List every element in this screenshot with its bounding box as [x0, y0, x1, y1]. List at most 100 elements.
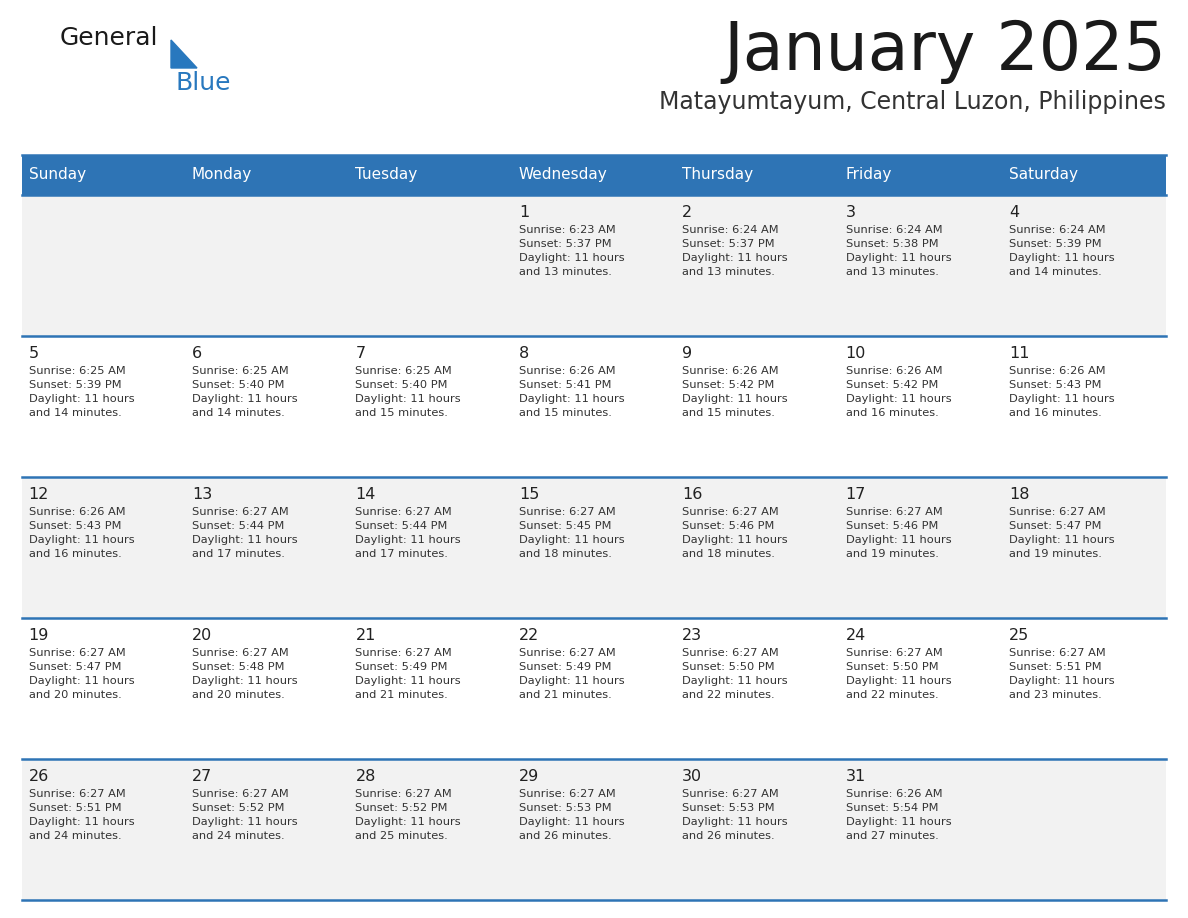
Text: 3: 3	[846, 205, 855, 220]
Bar	[185, 195, 349, 336]
Bar	[349, 618, 512, 759]
Bar	[839, 759, 1003, 900]
Text: Sunrise: 6:27 AM
Sunset: 5:49 PM
Daylight: 11 hours
and 21 minutes.: Sunrise: 6:27 AM Sunset: 5:49 PM Dayligh…	[355, 648, 461, 700]
Bar	[349, 477, 512, 618]
Text: Sunrise: 6:27 AM
Sunset: 5:52 PM
Daylight: 11 hours
and 25 minutes.: Sunrise: 6:27 AM Sunset: 5:52 PM Dayligh…	[355, 789, 461, 841]
Text: Sunrise: 6:27 AM
Sunset: 5:44 PM
Daylight: 11 hours
and 17 minutes.: Sunrise: 6:27 AM Sunset: 5:44 PM Dayligh…	[355, 507, 461, 559]
Text: 29: 29	[519, 769, 539, 784]
Bar	[839, 336, 1003, 477]
Bar	[839, 195, 1003, 336]
Text: 15: 15	[519, 487, 539, 502]
Text: Sunrise: 6:25 AM
Sunset: 5:39 PM
Daylight: 11 hours
and 14 minutes.: Sunrise: 6:25 AM Sunset: 5:39 PM Dayligh…	[29, 366, 134, 418]
Text: 23: 23	[682, 628, 702, 643]
Text: Blue: Blue	[176, 71, 232, 95]
Bar	[1003, 336, 1165, 477]
Text: Sunrise: 6:27 AM
Sunset: 5:52 PM
Daylight: 11 hours
and 24 minutes.: Sunrise: 6:27 AM Sunset: 5:52 PM Dayligh…	[192, 789, 297, 841]
Text: Matayumtayum, Central Luzon, Philippines: Matayumtayum, Central Luzon, Philippines	[659, 90, 1165, 114]
Bar	[23, 759, 185, 900]
Text: 24: 24	[846, 628, 866, 643]
Bar	[185, 477, 349, 618]
Text: 8: 8	[519, 346, 529, 361]
Bar	[676, 195, 839, 336]
Bar	[676, 618, 839, 759]
Text: Sunrise: 6:27 AM
Sunset: 5:50 PM
Daylight: 11 hours
and 22 minutes.: Sunrise: 6:27 AM Sunset: 5:50 PM Dayligh…	[682, 648, 788, 700]
Text: 31: 31	[846, 769, 866, 784]
Bar	[676, 155, 839, 195]
Text: Sunrise: 6:26 AM
Sunset: 5:41 PM
Daylight: 11 hours
and 15 minutes.: Sunrise: 6:26 AM Sunset: 5:41 PM Dayligh…	[519, 366, 625, 418]
Text: Saturday: Saturday	[1009, 167, 1078, 183]
Text: Tuesday: Tuesday	[355, 167, 418, 183]
Text: 14: 14	[355, 487, 375, 502]
Bar	[1003, 155, 1165, 195]
Bar	[512, 155, 676, 195]
Bar	[512, 477, 676, 618]
Text: 6: 6	[192, 346, 202, 361]
Bar	[349, 195, 512, 336]
Text: 12: 12	[29, 487, 49, 502]
Text: 7: 7	[355, 346, 366, 361]
Text: Sunrise: 6:27 AM
Sunset: 5:45 PM
Daylight: 11 hours
and 18 minutes.: Sunrise: 6:27 AM Sunset: 5:45 PM Dayligh…	[519, 507, 625, 559]
Bar	[1003, 618, 1165, 759]
Text: 17: 17	[846, 487, 866, 502]
Text: 28: 28	[355, 769, 375, 784]
Text: Sunrise: 6:26 AM
Sunset: 5:42 PM
Daylight: 11 hours
and 16 minutes.: Sunrise: 6:26 AM Sunset: 5:42 PM Dayligh…	[846, 366, 952, 418]
Text: 30: 30	[682, 769, 702, 784]
Text: Sunrise: 6:27 AM
Sunset: 5:47 PM
Daylight: 11 hours
and 19 minutes.: Sunrise: 6:27 AM Sunset: 5:47 PM Dayligh…	[1009, 507, 1114, 559]
Text: Sunrise: 6:23 AM
Sunset: 5:37 PM
Daylight: 11 hours
and 13 minutes.: Sunrise: 6:23 AM Sunset: 5:37 PM Dayligh…	[519, 225, 625, 277]
Text: 20: 20	[192, 628, 213, 643]
Text: General: General	[61, 26, 158, 50]
Bar	[1003, 195, 1165, 336]
Text: 21: 21	[355, 628, 375, 643]
Text: 1: 1	[519, 205, 529, 220]
Text: 25: 25	[1009, 628, 1029, 643]
Bar	[349, 759, 512, 900]
Bar	[512, 618, 676, 759]
Text: Sunrise: 6:25 AM
Sunset: 5:40 PM
Daylight: 11 hours
and 14 minutes.: Sunrise: 6:25 AM Sunset: 5:40 PM Dayligh…	[192, 366, 297, 418]
Bar	[1003, 477, 1165, 618]
Polygon shape	[171, 40, 197, 68]
Bar	[185, 155, 349, 195]
Text: 2: 2	[682, 205, 693, 220]
Text: Wednesday: Wednesday	[519, 167, 607, 183]
Bar	[512, 336, 676, 477]
Text: Sunrise: 6:27 AM
Sunset: 5:51 PM
Daylight: 11 hours
and 23 minutes.: Sunrise: 6:27 AM Sunset: 5:51 PM Dayligh…	[1009, 648, 1114, 700]
Bar	[1003, 759, 1165, 900]
Text: Sunrise: 6:27 AM
Sunset: 5:46 PM
Daylight: 11 hours
and 19 minutes.: Sunrise: 6:27 AM Sunset: 5:46 PM Dayligh…	[846, 507, 952, 559]
Text: 26: 26	[29, 769, 49, 784]
Bar	[512, 195, 676, 336]
Text: Sunrise: 6:27 AM
Sunset: 5:53 PM
Daylight: 11 hours
and 26 minutes.: Sunrise: 6:27 AM Sunset: 5:53 PM Dayligh…	[682, 789, 788, 841]
Text: Sunrise: 6:27 AM
Sunset: 5:51 PM
Daylight: 11 hours
and 24 minutes.: Sunrise: 6:27 AM Sunset: 5:51 PM Dayligh…	[29, 789, 134, 841]
Text: 4: 4	[1009, 205, 1019, 220]
Text: Sunrise: 6:26 AM
Sunset: 5:54 PM
Daylight: 11 hours
and 27 minutes.: Sunrise: 6:26 AM Sunset: 5:54 PM Dayligh…	[846, 789, 952, 841]
Text: Sunrise: 6:24 AM
Sunset: 5:38 PM
Daylight: 11 hours
and 13 minutes.: Sunrise: 6:24 AM Sunset: 5:38 PM Dayligh…	[846, 225, 952, 277]
Bar	[23, 336, 185, 477]
Text: Sunrise: 6:24 AM
Sunset: 5:37 PM
Daylight: 11 hours
and 13 minutes.: Sunrise: 6:24 AM Sunset: 5:37 PM Dayligh…	[682, 225, 788, 277]
Text: 5: 5	[29, 346, 39, 361]
Text: Sunrise: 6:24 AM
Sunset: 5:39 PM
Daylight: 11 hours
and 14 minutes.: Sunrise: 6:24 AM Sunset: 5:39 PM Dayligh…	[1009, 225, 1114, 277]
Text: Sunrise: 6:27 AM
Sunset: 5:53 PM
Daylight: 11 hours
and 26 minutes.: Sunrise: 6:27 AM Sunset: 5:53 PM Dayligh…	[519, 789, 625, 841]
Text: 16: 16	[682, 487, 702, 502]
Text: Sunrise: 6:26 AM
Sunset: 5:43 PM
Daylight: 11 hours
and 16 minutes.: Sunrise: 6:26 AM Sunset: 5:43 PM Dayligh…	[29, 507, 134, 559]
Text: 13: 13	[192, 487, 213, 502]
Bar	[676, 477, 839, 618]
Text: 27: 27	[192, 769, 213, 784]
Text: Sunday: Sunday	[29, 167, 86, 183]
Text: Sunrise: 6:26 AM
Sunset: 5:43 PM
Daylight: 11 hours
and 16 minutes.: Sunrise: 6:26 AM Sunset: 5:43 PM Dayligh…	[1009, 366, 1114, 418]
Bar	[676, 759, 839, 900]
Text: Sunrise: 6:26 AM
Sunset: 5:42 PM
Daylight: 11 hours
and 15 minutes.: Sunrise: 6:26 AM Sunset: 5:42 PM Dayligh…	[682, 366, 788, 418]
Text: 11: 11	[1009, 346, 1030, 361]
Bar	[23, 155, 185, 195]
Text: 18: 18	[1009, 487, 1030, 502]
Bar	[349, 336, 512, 477]
Bar	[839, 618, 1003, 759]
Bar	[512, 759, 676, 900]
Text: Sunrise: 6:27 AM
Sunset: 5:46 PM
Daylight: 11 hours
and 18 minutes.: Sunrise: 6:27 AM Sunset: 5:46 PM Dayligh…	[682, 507, 788, 559]
Bar	[676, 336, 839, 477]
Text: Monday: Monday	[192, 167, 252, 183]
Text: January 2025: January 2025	[723, 18, 1165, 84]
Bar	[23, 618, 185, 759]
Bar	[23, 195, 185, 336]
Text: Sunrise: 6:27 AM
Sunset: 5:48 PM
Daylight: 11 hours
and 20 minutes.: Sunrise: 6:27 AM Sunset: 5:48 PM Dayligh…	[192, 648, 297, 700]
Text: Sunrise: 6:27 AM
Sunset: 5:44 PM
Daylight: 11 hours
and 17 minutes.: Sunrise: 6:27 AM Sunset: 5:44 PM Dayligh…	[192, 507, 297, 559]
Bar	[839, 477, 1003, 618]
